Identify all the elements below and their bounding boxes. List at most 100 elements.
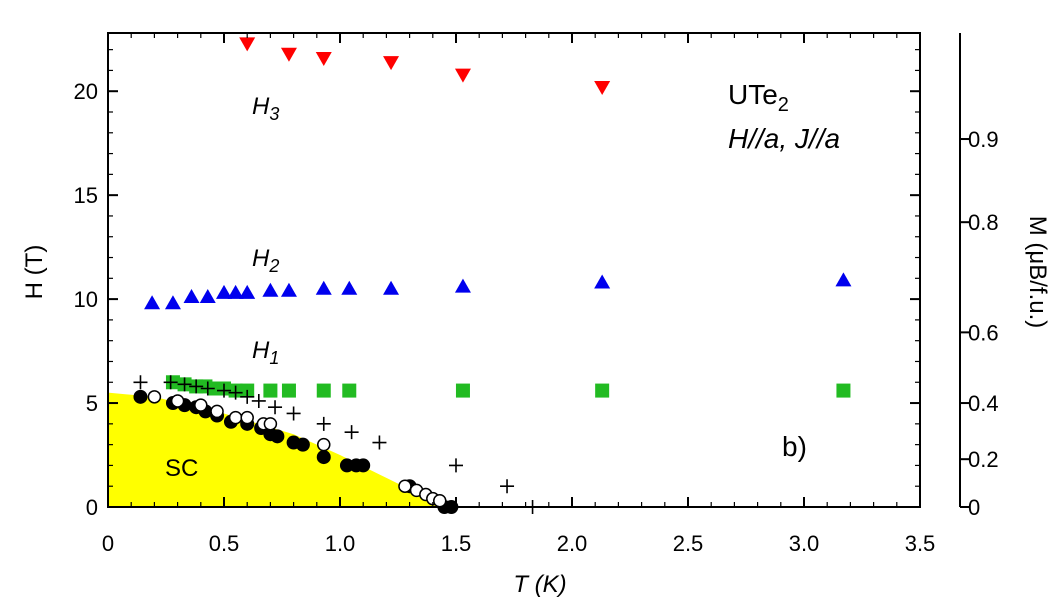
data-point-triangle-up-8 bbox=[280, 282, 297, 297]
data-point-triangle-down-2 bbox=[315, 51, 332, 66]
h3-subscript: 3 bbox=[269, 104, 279, 124]
data-point-square-10 bbox=[316, 383, 331, 398]
data-point-triangle-down-3 bbox=[383, 56, 400, 71]
data-point-plus-4 bbox=[200, 381, 215, 396]
data-point-triangle-up-2 bbox=[183, 289, 200, 304]
data-point-triangle-up-12 bbox=[454, 278, 471, 293]
data-point-square-9 bbox=[281, 383, 296, 398]
data-point-triangle-up-7 bbox=[262, 282, 279, 297]
sc-region-layer bbox=[108, 392, 450, 507]
axes-layer: 0 0.5 1.0 1.5 2.0 2.5 3.0 3.5 0 5 10 15 20 0 0.2 0.4 0.6… bbox=[74, 32, 999, 556]
data-point-plus-9 bbox=[268, 400, 283, 415]
data-point-triangle-up-4 bbox=[216, 284, 232, 299]
data-point-plus-6 bbox=[228, 385, 243, 400]
data-point-triangle-up-10 bbox=[341, 280, 358, 295]
h2-subscript: 2 bbox=[268, 256, 279, 276]
h1-text: H bbox=[252, 337, 270, 364]
compound-text: UTe bbox=[728, 79, 778, 110]
data-point-plus-10 bbox=[286, 406, 301, 421]
data-point-circle-open-9 bbox=[398, 479, 412, 493]
x-tick-label: 0.5 bbox=[209, 531, 240, 556]
data-point-square-14 bbox=[836, 383, 851, 398]
data-point-triangle-down-0 bbox=[239, 37, 256, 52]
x-tick-label: 1.0 bbox=[325, 531, 356, 556]
data-point-circle-open-3 bbox=[210, 404, 224, 419]
data-point-triangle-up-14 bbox=[835, 272, 852, 287]
h3-label: H3 bbox=[252, 93, 279, 124]
data-point-plus-8 bbox=[251, 393, 266, 408]
data-point-circle-open-0 bbox=[147, 390, 162, 404]
data-point-circle-open-8 bbox=[317, 437, 331, 452]
compound-label: UTe2 bbox=[728, 79, 789, 116]
right-tick-label: 0.9 bbox=[968, 127, 999, 152]
data-point-triangle-up-0 bbox=[144, 295, 161, 310]
y-axis-label: H (T) bbox=[21, 245, 48, 300]
h2-text: H bbox=[252, 245, 270, 272]
compound-subscript: 2 bbox=[778, 94, 789, 116]
h2-label: H2 bbox=[252, 245, 279, 276]
right-tick-label: 0.6 bbox=[968, 320, 999, 345]
data-point-plus-2 bbox=[177, 377, 192, 392]
data-point-square-11 bbox=[342, 383, 357, 398]
y-tick-label: 20 bbox=[74, 79, 98, 104]
data-point-plus-15 bbox=[500, 479, 515, 494]
data-point-triangle-up-1 bbox=[164, 295, 181, 310]
h1-label: H1 bbox=[252, 337, 279, 368]
right-axis-label: M (μB/f.u.) bbox=[1024, 216, 1051, 329]
data-point-triangle-down-1 bbox=[280, 47, 297, 62]
data-point-circle-open-1 bbox=[170, 394, 185, 408]
sc-label: SC bbox=[165, 455, 198, 482]
x-tick-label: 2.5 bbox=[673, 531, 704, 556]
data-point-plus-3 bbox=[189, 379, 204, 394]
x-tick-label: 2.0 bbox=[557, 531, 588, 556]
field-label: H//a, J//a bbox=[728, 123, 840, 154]
right-tick-label: 0.8 bbox=[968, 210, 999, 235]
y-tick-label: 5 bbox=[86, 391, 98, 416]
data-point-plus-0 bbox=[133, 375, 148, 390]
data-point-circle-filled-16 bbox=[356, 458, 371, 473]
x-tick-label: 1.5 bbox=[441, 531, 472, 556]
y-tick-label: 10 bbox=[74, 287, 98, 312]
panel-label: b) bbox=[782, 431, 807, 462]
data-point-circle-open-13 bbox=[433, 494, 447, 508]
data-point-circle-open-4 bbox=[228, 410, 243, 425]
data-point-square-12 bbox=[455, 383, 470, 398]
data-point-circle-open-2 bbox=[194, 398, 208, 412]
data-point-square-8 bbox=[263, 383, 278, 398]
data-point-circle-filled-13 bbox=[316, 450, 331, 465]
data-point-circle-filled-10 bbox=[270, 429, 285, 444]
data-point-plus-13 bbox=[372, 435, 387, 450]
right-tick-label: 0.4 bbox=[968, 391, 999, 416]
x-tick-label: 3.0 bbox=[789, 531, 820, 556]
data-point-plus-11 bbox=[316, 416, 331, 431]
data-point-circle-filled-0 bbox=[133, 389, 148, 404]
h3-text: H bbox=[252, 93, 270, 120]
data-point-circle-open-5 bbox=[240, 410, 254, 425]
data-point-triangle-up-3 bbox=[199, 289, 216, 304]
data-point-plus-7 bbox=[240, 389, 255, 404]
data-point-plus-12 bbox=[344, 425, 359, 440]
data-point-triangle-up-11 bbox=[383, 280, 400, 295]
data-point-triangle-down-4 bbox=[454, 68, 471, 83]
data-point-plus-1 bbox=[163, 375, 178, 390]
data-marks-layer bbox=[133, 37, 852, 514]
data-point-triangle-down-5 bbox=[594, 81, 611, 96]
x-axis-label: T (K) bbox=[513, 571, 566, 598]
right-tick-label: 0 bbox=[968, 495, 980, 520]
data-point-circle-filled-12 bbox=[295, 437, 310, 452]
data-point-square-13 bbox=[595, 383, 610, 398]
plot-frame bbox=[107, 32, 921, 508]
labels-layer: T (K) H (T) M (μB/f.u.) UTe2 H//a, J//a … bbox=[21, 79, 1051, 598]
data-point-triangle-up-5 bbox=[227, 284, 244, 299]
data-point-plus-14 bbox=[449, 458, 463, 473]
h1-subscript: 1 bbox=[269, 348, 279, 368]
x-tick-label: 0 bbox=[102, 531, 114, 556]
data-point-circle-open-7 bbox=[263, 417, 278, 431]
sc-region bbox=[108, 392, 450, 507]
right-tick-label: 0.2 bbox=[968, 447, 999, 472]
data-point-plus-5 bbox=[217, 383, 231, 398]
y-tick-label: 0 bbox=[86, 495, 98, 520]
x-tick-label: 3.5 bbox=[905, 531, 936, 556]
data-point-triangle-up-13 bbox=[594, 274, 611, 289]
